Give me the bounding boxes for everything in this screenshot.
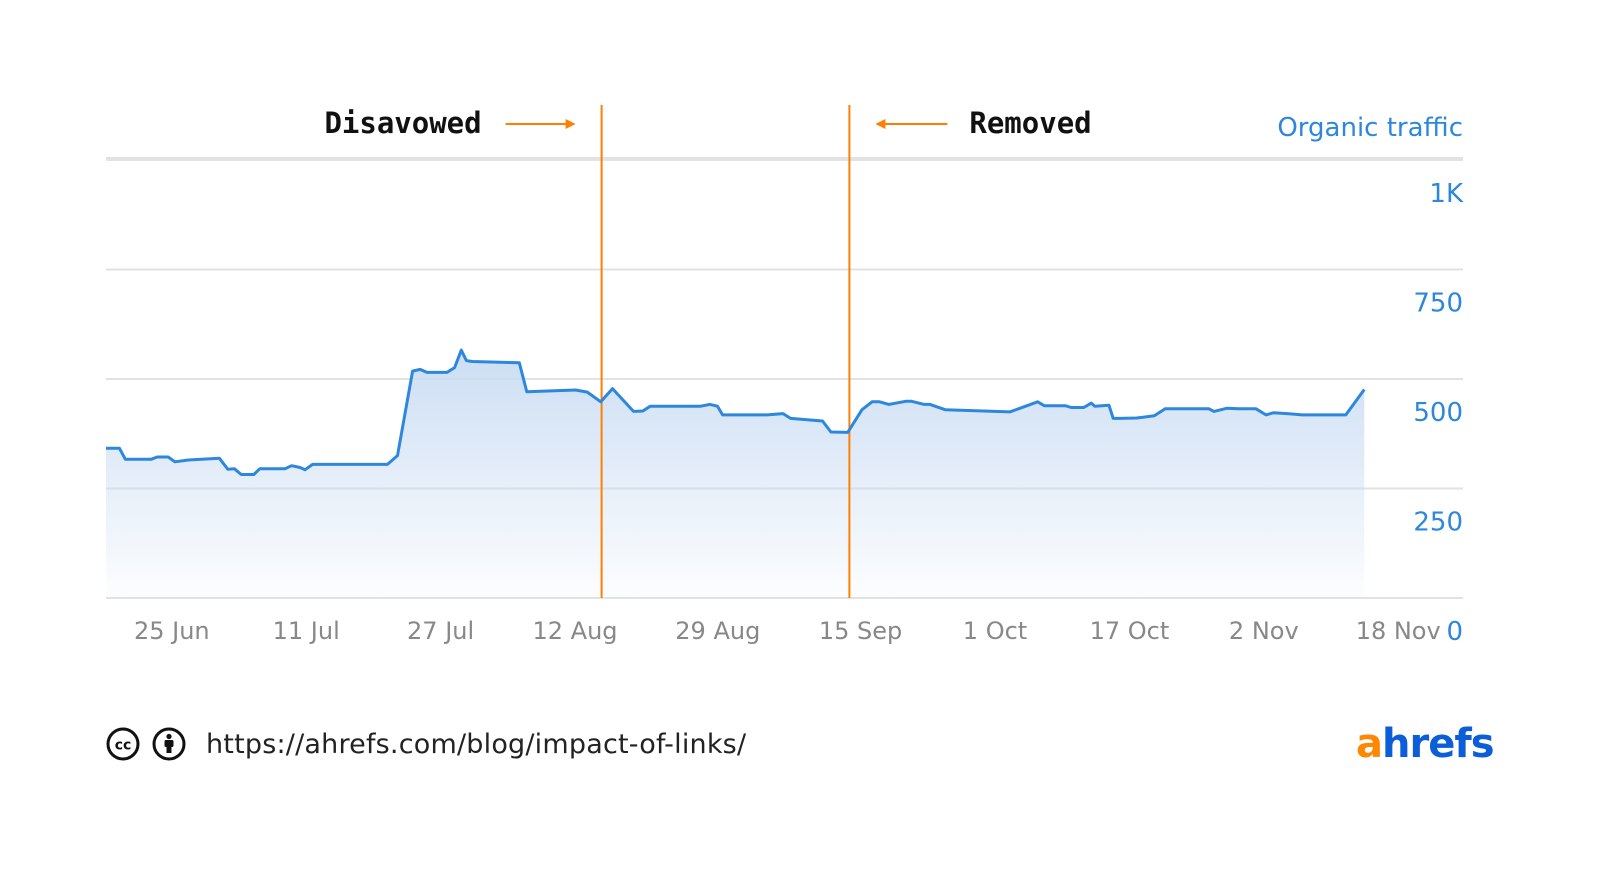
annotation-label: Disavowed bbox=[324, 106, 481, 140]
creative-commons-icon: cc bbox=[106, 727, 140, 761]
ahrefs-logo[interactable]: ahrefs bbox=[1356, 721, 1495, 767]
x-tick-label: 2 Nov bbox=[1229, 617, 1299, 645]
annotations: Disavowed Removed bbox=[324, 105, 1092, 598]
arrow-head bbox=[565, 119, 576, 129]
annotation-label: Removed bbox=[969, 106, 1091, 140]
legend-organic-traffic: Organic traffic bbox=[1277, 113, 1463, 143]
series-line-organic-traffic bbox=[106, 348, 1366, 476]
x-tick-label: 12 Aug bbox=[532, 617, 617, 645]
x-tick-label: 18 Nov bbox=[1356, 617, 1441, 645]
axis-labels: 0 250 500 750 1K Organic traffic 25 Jun 11 Jul 2… bbox=[134, 113, 1464, 647]
y-tick-label: 0 bbox=[1446, 617, 1463, 647]
x-tick-label: 29 Aug bbox=[675, 617, 760, 645]
svg-text:cc: cc bbox=[115, 738, 132, 754]
x-tick-label: 27 Jul bbox=[407, 617, 474, 645]
x-tick-label: 1 Oct bbox=[963, 617, 1027, 645]
y-tick-label: 500 bbox=[1413, 398, 1463, 428]
traffic-chart: Disavowed Removed 0 250 500 750 1K Organic tra… bbox=[106, 105, 1464, 647]
x-tick-label: 15 Sep bbox=[819, 617, 902, 645]
footer: cc https://ahrefs.com/blog/impact-of-lin… bbox=[106, 726, 746, 762]
attribution-person-icon bbox=[152, 727, 186, 761]
x-tick-label: 25 Jun bbox=[134, 617, 210, 645]
source-url[interactable]: https://ahrefs.com/blog/impact-of-links/ bbox=[206, 728, 747, 760]
x-tick-label: 11 Jul bbox=[273, 617, 340, 645]
y-tick-label: 1K bbox=[1429, 179, 1464, 209]
series-area-fill bbox=[106, 350, 1365, 598]
x-tick-label: 17 Oct bbox=[1090, 617, 1170, 645]
arrow-head bbox=[875, 119, 886, 129]
logo-accent-letter: a bbox=[1356, 721, 1383, 767]
logo-wordmark: hrefs bbox=[1382, 721, 1495, 767]
y-tick-label: 750 bbox=[1413, 289, 1463, 319]
y-tick-label: 250 bbox=[1413, 508, 1463, 538]
